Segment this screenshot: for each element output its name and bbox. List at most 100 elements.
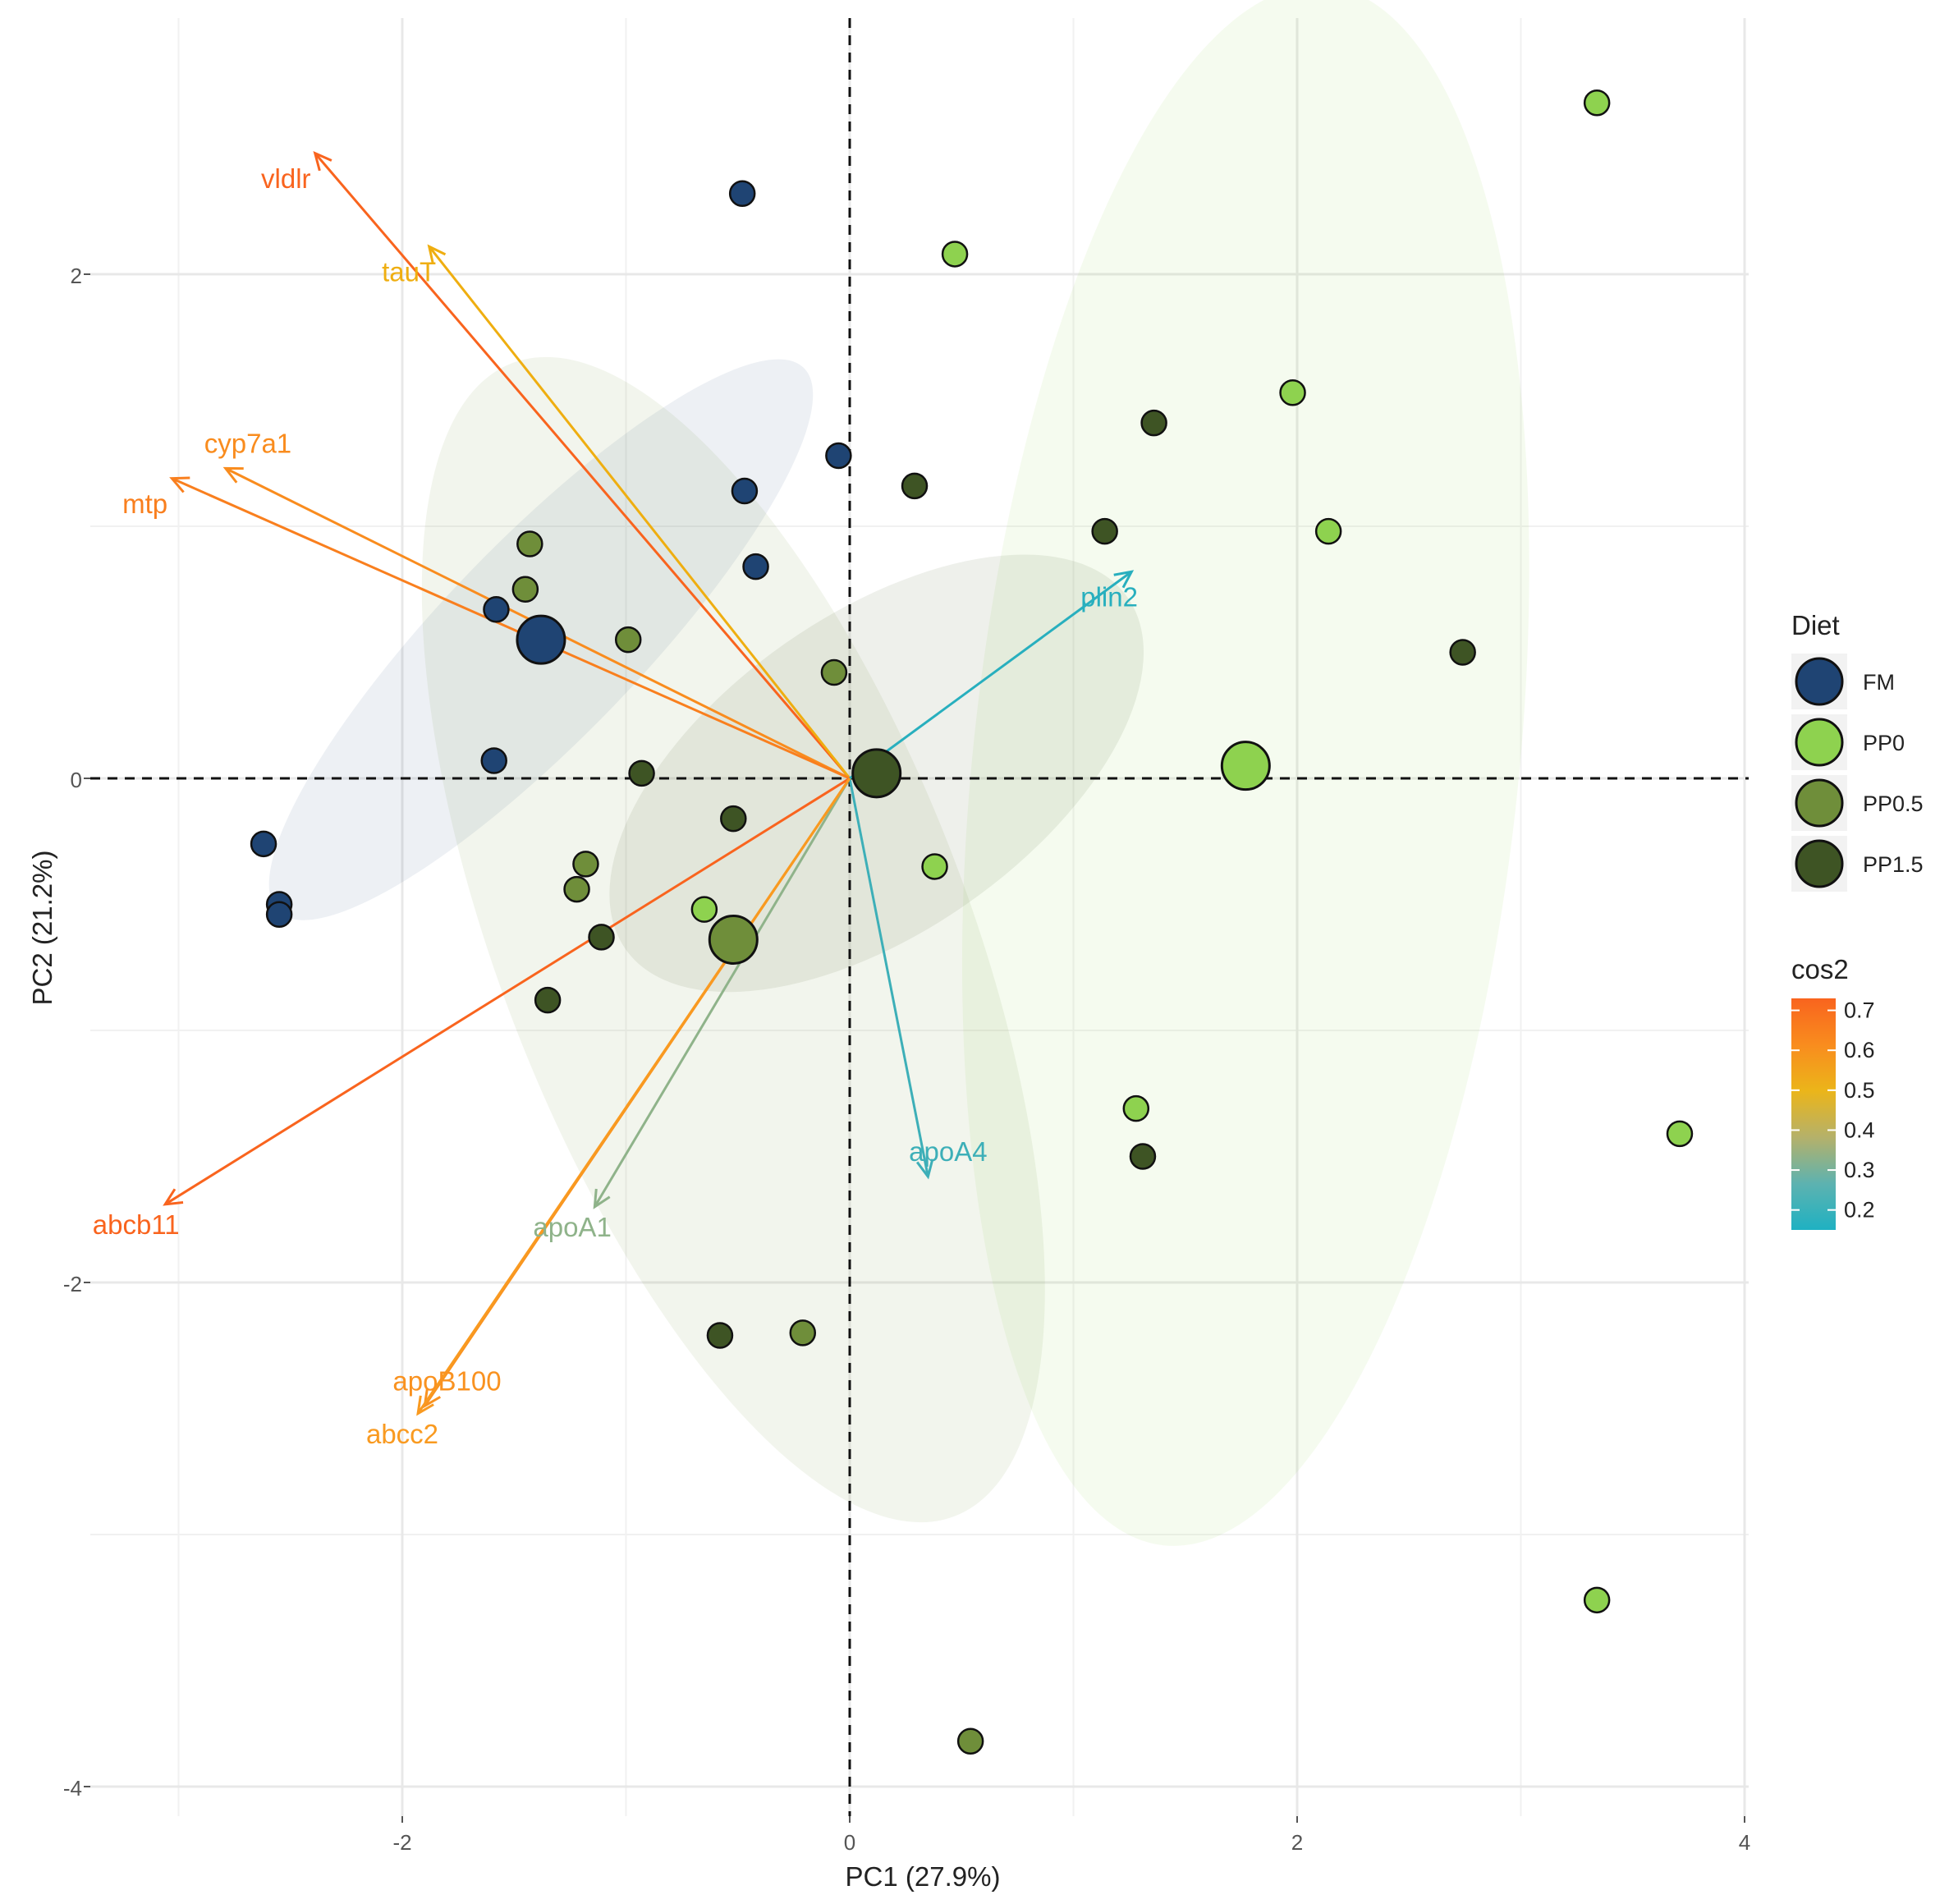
arrow-head [427, 244, 447, 265]
point-pp0 [1583, 89, 1611, 117]
variable-arrow-abcb11 [163, 777, 851, 1206]
legend-label-fm: FM [1863, 670, 1895, 695]
x-tick-label: 0 [844, 1830, 855, 1855]
point-pp0.5 [789, 1319, 817, 1347]
legend-key-pp0 [1795, 718, 1844, 767]
point-pp0 [1279, 379, 1306, 406]
arrow-shaft [428, 245, 851, 779]
legend-diet: Diet FM PP0 PP0.5 PP1.5 [1791, 610, 1924, 892]
point-pp1.5 [1129, 1143, 1157, 1170]
point-pp1.5 [1449, 639, 1476, 666]
point-pp0.5 [563, 875, 590, 903]
point-fm [483, 596, 510, 623]
point-fm [742, 553, 769, 580]
arrow-head [1113, 570, 1135, 589]
legend-key-pp0.5 [1795, 778, 1844, 828]
variable-arrow-plin2 [849, 570, 1135, 780]
point-pp0.5 [820, 658, 848, 686]
point-pp1.5 [628, 759, 655, 787]
legend-key-fm [1795, 657, 1844, 706]
point-pp0.5 [572, 851, 599, 878]
point-pp1.5 [720, 805, 747, 833]
variable-arrow-abcc2 [416, 778, 851, 1416]
y-tick-label: -2 [63, 1272, 82, 1296]
colorbar [1791, 998, 1836, 1230]
y-tick-label: 2 [71, 264, 82, 288]
colorbar-tick-label: 0.7 [1844, 998, 1875, 1023]
variable-labels: vldlr tauT cyp7a1 mtp plin2 apoA4 apoA1 abcb11 a… [93, 163, 1138, 1449]
point-pp0 [1314, 517, 1342, 545]
colorbar-tick-label: 0.6 [1844, 1038, 1875, 1062]
legend-label-pp0.5: PP0.5 [1863, 791, 1924, 816]
y-tick-marks [84, 273, 90, 1787]
point-fm [825, 442, 852, 470]
group-centroids [516, 614, 1271, 965]
variable-label-apoA4: apoA4 [909, 1136, 987, 1167]
centroid-fm [516, 614, 566, 665]
point-pp1.5 [901, 472, 929, 500]
x-axis: -2 0 2 4 PC1 (27.9%) [392, 1816, 1750, 1892]
point-pp0 [921, 853, 948, 880]
point-fm [728, 180, 756, 208]
colorbar-tick-label: 0.4 [1844, 1117, 1875, 1142]
colorbar-tick-label: 0.2 [1844, 1198, 1875, 1223]
point-pp1.5 [706, 1322, 734, 1349]
legend-item-pp1.5: PP1.5 [1791, 836, 1924, 892]
point-pp0 [690, 896, 718, 923]
centroid-pp1.5 [851, 748, 902, 799]
y-axis: 2 0 -2 -4 PC2 (21.2%) [27, 264, 90, 1801]
plot-panel: vldlr tauT cyp7a1 mtp plin2 apoA4 apoA1 abcb11 a… [90, 0, 1749, 1816]
arrow-head [222, 466, 244, 484]
point-pp0 [1666, 1120, 1694, 1148]
variable-label-mtp: mtp [122, 489, 167, 519]
point-fm [480, 747, 507, 774]
x-tick-label: 4 [1739, 1830, 1750, 1855]
arrow-shaft [416, 778, 851, 1415]
legend-item-fm: FM [1791, 654, 1895, 709]
observation-points [250, 89, 1694, 1755]
variable-arrow-vldlr [313, 151, 851, 779]
y-axis-title: PC2 (21.2%) [27, 851, 57, 1006]
legend-key-pp1.5 [1795, 839, 1844, 888]
variable-arrow-apoA4 [848, 778, 934, 1180]
point-pp0.5 [614, 626, 642, 654]
point-fm [731, 477, 759, 505]
variable-label-vldlr: vldlr [261, 163, 311, 194]
arrow-head [313, 151, 332, 172]
variable-label-abcb11: abcb11 [93, 1209, 180, 1240]
legend-cos2-title: cos2 [1791, 954, 1849, 984]
y-tick-label: -4 [63, 1776, 82, 1801]
legend-label-pp1.5: PP1.5 [1863, 852, 1924, 877]
point-fm [265, 901, 293, 929]
point-fm [250, 830, 277, 858]
arrow-head [915, 1158, 934, 1180]
x-tick-marks [401, 1816, 1745, 1823]
legend-label-pp0: PP0 [1863, 731, 1905, 755]
variable-label-tauT: tauT [382, 257, 436, 287]
arrow-head [169, 476, 190, 493]
point-pp0.5 [956, 1727, 984, 1755]
colorbar-tick-label: 0.3 [1844, 1158, 1875, 1182]
arrow-shaft [171, 477, 851, 780]
arrow-shaft [849, 571, 1133, 780]
arrow-shaft [594, 778, 851, 1208]
variable-arrow-apoA1 [593, 778, 851, 1209]
arrow-shaft [848, 778, 929, 1177]
variable-label-apoB100: apoB100 [392, 1366, 501, 1397]
point-pp1.5 [1140, 409, 1167, 437]
arrow-head [593, 1188, 611, 1209]
point-pp1.5 [534, 986, 562, 1014]
arrow-shaft [164, 777, 851, 1206]
point-pp0.5 [511, 576, 539, 603]
y-tick-label: 0 [71, 768, 82, 792]
legend-item-pp0.5: PP0.5 [1791, 775, 1924, 831]
legend-diet-title: Diet [1791, 610, 1840, 640]
arrow-head [163, 1188, 184, 1206]
arrow-head [416, 1395, 434, 1416]
legend-item-pp0: PP0 [1791, 714, 1905, 770]
variable-label-cyp7a1: cyp7a1 [204, 428, 291, 458]
reference-lines [90, 18, 1749, 1816]
arrow-head [423, 1388, 442, 1409]
